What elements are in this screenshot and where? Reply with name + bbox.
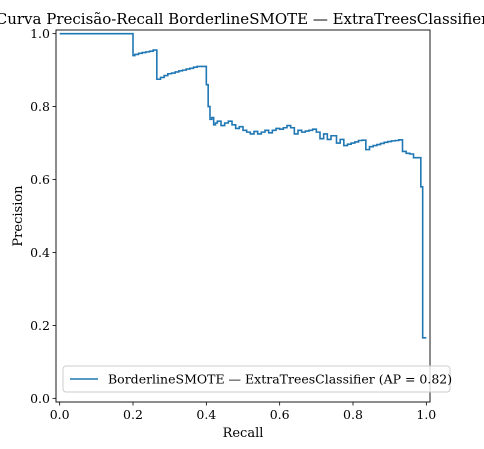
plot-area: 0.0 0.2 0.4 0.6 0.8 1.0 0.0 0.2 0.4 0.6 0.8 1.0	[30, 26, 436, 422]
x-tick-label: 0.8	[343, 407, 363, 422]
y-axis-ticks: 0.0 0.2 0.4 0.6 0.8 1.0	[30, 26, 56, 406]
legend-entry-label: BorderlineSMOTE — ExtraTreesClassifier (…	[108, 372, 452, 387]
x-axis-label: Recall	[223, 426, 264, 441]
y-tick-label: 0.4	[30, 245, 50, 260]
y-tick-label: 0.8	[30, 99, 50, 114]
y-tick-label: 1.0	[30, 26, 50, 41]
x-axis-ticks: 0.0 0.2 0.4 0.6 0.8 1.0	[50, 402, 436, 422]
series-layer	[59, 32, 427, 339]
legend-box	[62, 365, 451, 393]
y-tick-label: 0.6	[30, 172, 50, 187]
y-tick-label: 0.0	[30, 391, 50, 406]
x-tick-label: 0.6	[270, 407, 290, 422]
pr-curve-line	[59, 32, 427, 339]
x-tick-label: 0.4	[196, 407, 216, 422]
plot-frame	[55, 29, 431, 403]
chart-title: Curva Precisão-Recall BorderlineSMOTE — …	[0, 10, 484, 28]
y-tick-label: 0.2	[30, 318, 50, 333]
x-tick-label: 1.0	[416, 407, 436, 422]
y-axis-label: Precision	[11, 185, 26, 247]
x-tick-label: 0.2	[123, 407, 143, 422]
legend: BorderlineSMOTE — ExtraTreesClassifier (…	[62, 365, 452, 393]
x-tick-label: 0.0	[50, 407, 70, 422]
